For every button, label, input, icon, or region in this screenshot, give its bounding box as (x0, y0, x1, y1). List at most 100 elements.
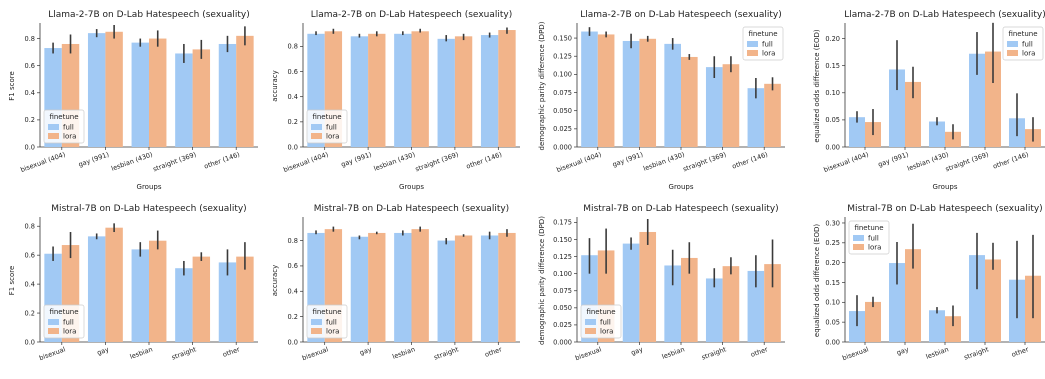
x-tick-label: lesbian (430) (110, 150, 154, 172)
bar-lora-2 (905, 81, 921, 147)
legend-swatch-lora (311, 328, 322, 334)
bar-full-4 (969, 255, 985, 342)
y-tick-label: 0.075 (553, 89, 572, 97)
y-tick-label: 0.6 (288, 262, 299, 270)
y-tick-label: 0.2 (288, 118, 299, 126)
y-tick-label: 0.20 (825, 35, 840, 43)
y-tick-label: 0.0 (25, 338, 36, 346)
y-tick-label: 0.8 (25, 35, 36, 43)
legend-swatch-lora (48, 133, 59, 139)
x-tick-label: straight (369) (944, 150, 989, 173)
x-tick-label: bisexual (38, 345, 67, 362)
bar-full-2 (889, 263, 905, 342)
x-tick-label: lesbian (661, 345, 686, 361)
bar-lora-3 (681, 257, 698, 342)
bar-full-5 (747, 270, 765, 342)
bar-full-3 (664, 43, 681, 147)
y-axis-label: equalized odds difference (EOD) (813, 224, 821, 337)
legend-title: finetune (1008, 30, 1037, 38)
legend-title: finetune (748, 30, 777, 38)
y-axis-label: accuracy (271, 70, 279, 102)
legend-swatch-full (48, 319, 59, 325)
x-tick-label: lesbian (430) (642, 150, 686, 172)
bar-full-3 (394, 33, 412, 147)
bar-lora-4 (722, 266, 740, 342)
bar-full-3 (131, 249, 149, 342)
chart-panel-5: Mistral-7B on D-Lab Hatespeech (sexualit… (8, 204, 258, 379)
bar-full-3 (929, 310, 945, 342)
x-tick-label: lesbian (430) (906, 150, 950, 172)
bar-full-2 (622, 243, 640, 342)
x-axis-label: Groups (933, 183, 958, 191)
bar-full-5 (480, 35, 499, 147)
y-tick-label: 0.075 (553, 287, 572, 295)
legend-swatch-lora (48, 328, 59, 334)
legend-label-lora: lora (600, 328, 613, 336)
bar-lora-2 (639, 38, 657, 147)
bar-full-1 (581, 31, 598, 148)
bar-full-1 (849, 117, 865, 147)
legend-label-lora: lora (63, 133, 76, 141)
bar-lora-5 (764, 83, 781, 147)
legend-swatch-full (1007, 41, 1018, 47)
bar-full-4 (437, 240, 455, 342)
y-tick-label: 0.100 (553, 71, 572, 79)
x-tick-label: straight (171, 345, 198, 361)
legend-label-lora: lora (1022, 50, 1035, 58)
bar-full-4 (175, 53, 193, 147)
x-tick-label: bisexual (841, 345, 870, 362)
y-axis-label: F1 score (8, 266, 16, 296)
legend-swatch-full (853, 235, 864, 241)
bar-lora-4 (722, 64, 740, 147)
y-tick-label: 0.025 (553, 125, 572, 133)
y-tick-label: 0.125 (553, 53, 572, 61)
bar-full-2 (622, 40, 640, 147)
x-tick-label: straight (369) (682, 150, 727, 173)
bar-lora-3 (681, 56, 698, 148)
y-tick-label: 0.10 (825, 89, 840, 97)
legend-swatch-full (311, 319, 322, 325)
legend-label-lora: lora (868, 244, 881, 252)
bar-full-3 (394, 232, 412, 342)
bar-lora-4 (985, 259, 1001, 342)
x-tick-label: other (484, 345, 504, 359)
legend-label-lora: lora (326, 328, 339, 336)
legend-swatch-lora (747, 50, 758, 56)
y-tick-label: 0.05 (825, 318, 840, 326)
bar-full-2 (889, 69, 905, 147)
y-tick-label: 0.00 (825, 338, 840, 346)
y-axis-label: accuracy (271, 265, 279, 297)
y-tick-label: 0.15 (825, 62, 840, 70)
y-tick-label: 0.4 (288, 288, 299, 296)
x-tick-label: straight (369) (414, 150, 459, 173)
legend-title: finetune (312, 113, 341, 121)
chart-title: Mistral-7B on D-Lab Hatespeech (sexualit… (314, 204, 509, 214)
x-tick-label: other (146) (465, 150, 503, 170)
chart-title: Llama-2-7B on D-Lab Hatespeech (sexualit… (311, 10, 512, 20)
bar-lora-3 (149, 240, 167, 342)
bar-lora-2 (368, 33, 386, 147)
bar-lora-4 (985, 51, 1001, 147)
bar-full-5 (480, 235, 499, 342)
legend-label-full: full (1022, 41, 1033, 49)
bar-lora-4 (192, 256, 211, 342)
x-tick-label: other (146) (731, 150, 769, 170)
y-tick-label: 0.6 (25, 62, 36, 70)
bar-lora-4 (454, 36, 473, 147)
y-tick-label: 0.20 (825, 259, 840, 267)
y-tick-label: 0.30 (825, 219, 840, 227)
legend-title: finetune (586, 308, 615, 316)
y-tick-label: 0.4 (25, 280, 36, 288)
legend-label-lora: lora (326, 133, 339, 141)
bar-lora-1 (597, 34, 615, 147)
legend-swatch-full (747, 41, 758, 47)
y-axis-label: F1 score (8, 71, 16, 101)
x-tick-label: lesbian (925, 345, 950, 361)
bar-lora-4 (192, 49, 211, 147)
legend-title: finetune (854, 224, 883, 232)
